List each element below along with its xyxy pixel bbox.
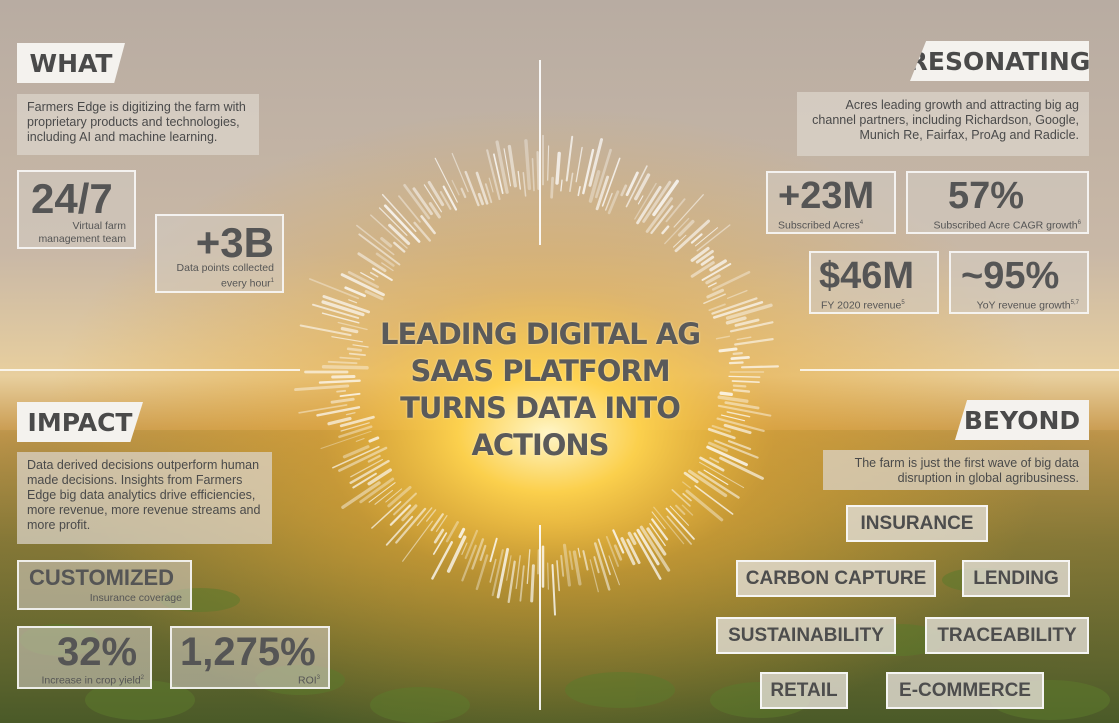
tag-e-commerce: E-COMMERCE	[886, 672, 1044, 709]
center-title-line-3: TURNS DATA INTO ACTIONS	[400, 391, 681, 462]
stat-caption: Insurance coverage	[89, 592, 182, 604]
tag-carbon-capture: CARBON CAPTURE	[736, 560, 936, 597]
center-title: LEADING DIGITAL AG SAAS PLATFORM TURNS D…	[350, 316, 730, 464]
tag-lending: LENDING	[962, 560, 1070, 597]
tag-sustainability: SUSTAINABILITY	[716, 617, 896, 654]
stat-caption: Virtual farm management team	[38, 220, 126, 245]
stat-1275: 1,275% ROI3	[170, 626, 330, 689]
stat-57: 57% Subscribed Acre CAGR growth6	[906, 171, 1089, 234]
beyond-description: The farm is just the first wave of big d…	[823, 450, 1089, 490]
stat-caption: Data points collected every hour1	[176, 262, 274, 290]
stat-24-7: 24/7 Virtual farm management team	[17, 170, 136, 249]
stat-caption: Subscribed Acre CAGR growth6	[933, 219, 1082, 232]
what-heading: WHAT	[17, 43, 125, 83]
what-description: Farmers Edge is digitizing the farm with…	[17, 94, 259, 155]
stat-value: +3B	[195, 219, 274, 266]
stat-value: 1,275%	[180, 630, 316, 674]
tag-traceability: TRACEABILITY	[925, 617, 1089, 654]
stat-caption: YoY revenue growth5,7	[976, 299, 1079, 312]
stat-value: $46M	[819, 255, 915, 297]
data-ring-graphic	[294, 134, 780, 616]
stat-46m: $46M FY 2020 revenue5	[809, 251, 939, 314]
stat-32: 32% Increase in crop yield2	[17, 626, 152, 689]
impact-description: Data derived decisions outperform human …	[17, 452, 272, 544]
stat-value: +23M	[778, 175, 875, 217]
stat-caption: ROI3	[297, 674, 320, 687]
resonating-description: Acres leading growth and attracting big …	[797, 92, 1089, 156]
stat-caption: Subscribed Acres4	[778, 219, 864, 232]
stat-value: 24/7	[31, 175, 113, 222]
stat-value: CUSTOMIZED	[29, 565, 175, 590]
stat-3b: +3B Data points collected every hour1	[155, 214, 284, 293]
center-title-line-2: SAAS PLATFORM	[410, 354, 670, 388]
stat-value: 32%	[57, 630, 138, 674]
beyond-heading: BEYOND	[955, 400, 1089, 440]
tag-retail: RETAIL	[760, 672, 848, 709]
center-title-line-1: LEADING DIGITAL AG	[379, 317, 701, 351]
stat-95: ~95% YoY revenue growth5,7	[949, 251, 1089, 314]
resonating-heading: RESONATING	[910, 41, 1089, 81]
stat-value: ~95%	[961, 255, 1060, 297]
impact-heading: IMPACT	[17, 402, 143, 442]
stat-caption: FY 2020 revenue5	[821, 299, 905, 312]
stat-value: 57%	[948, 175, 1025, 217]
stat-customized: CUSTOMIZED Insurance coverage	[17, 560, 192, 610]
stat-23m: +23M Subscribed Acres4	[766, 171, 896, 234]
stat-caption: Increase in crop yield2	[41, 674, 144, 687]
tag-insurance: INSURANCE	[846, 505, 988, 542]
